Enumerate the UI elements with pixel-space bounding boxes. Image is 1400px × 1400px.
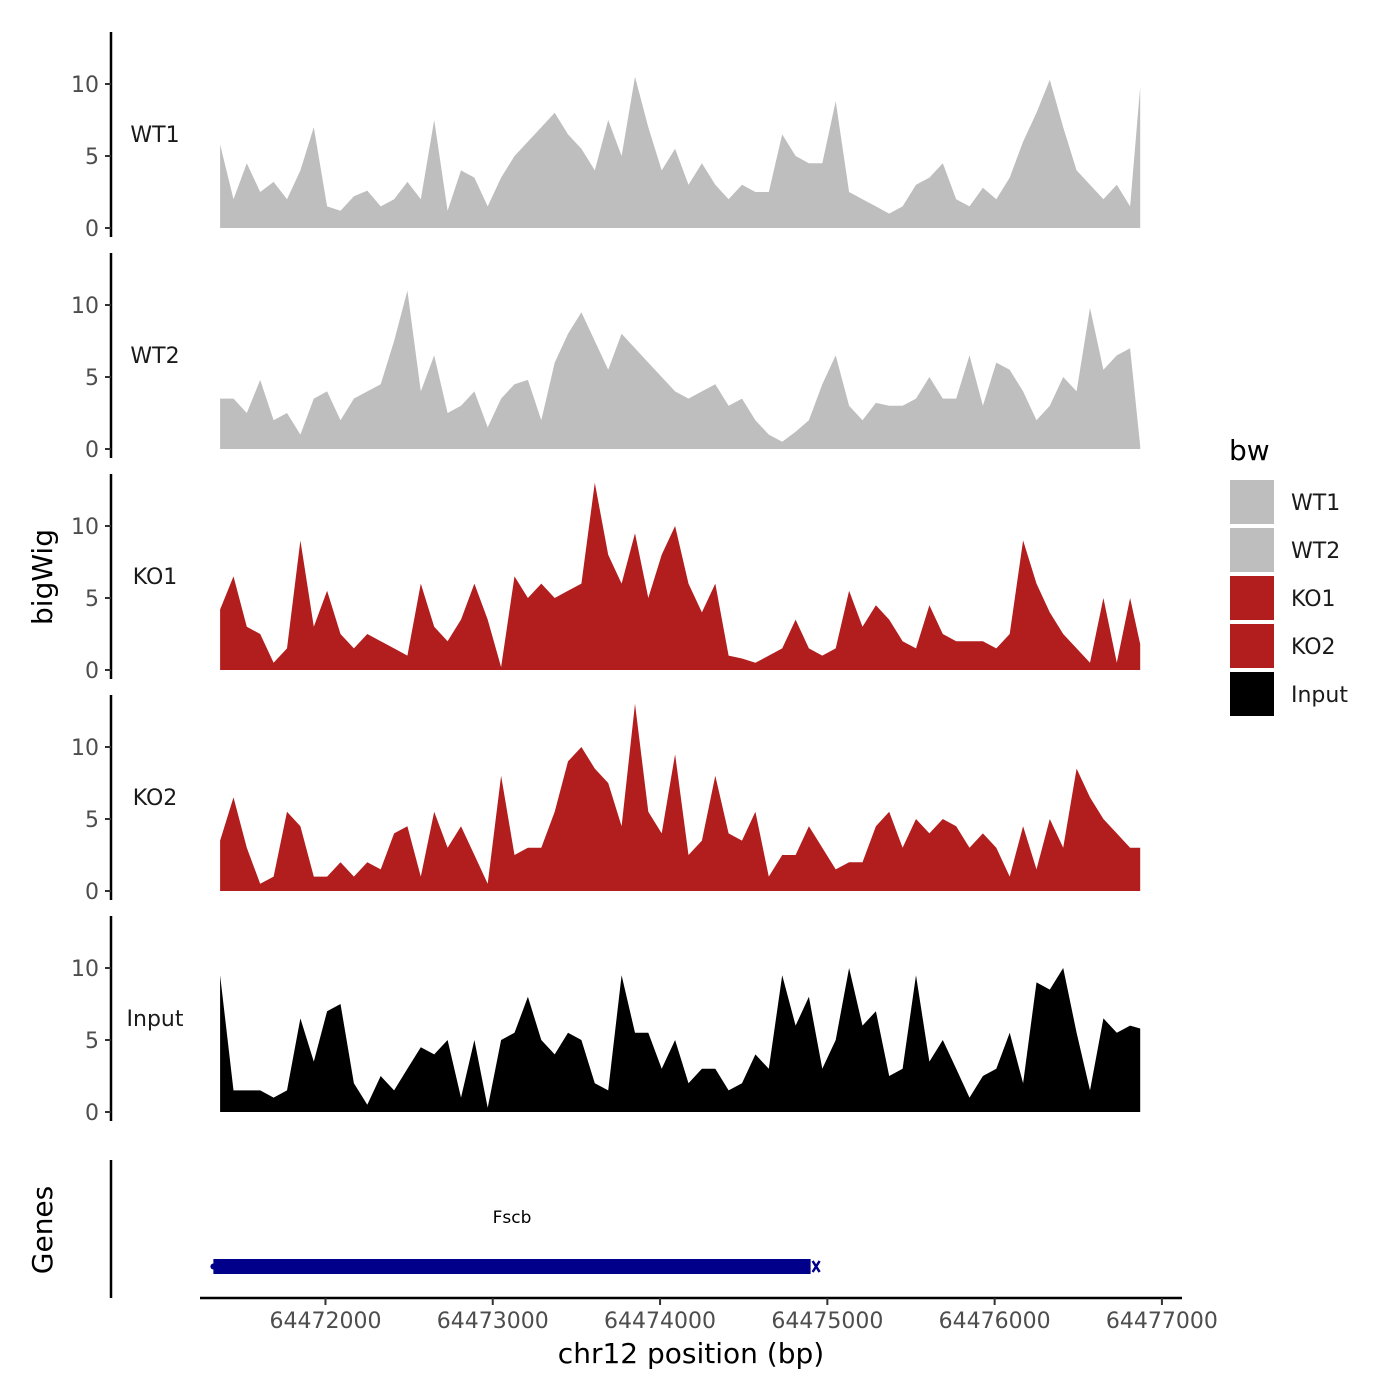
- legend-swatch-wt1: [1230, 480, 1274, 524]
- legend-item-wt1: WT1: [1230, 480, 1340, 524]
- legend-swatch-ko2: [1230, 624, 1274, 668]
- x-tick-label-64476000: 64476000: [939, 1309, 1051, 1334]
- gene-label-fscb: Fscb: [493, 1208, 532, 1228]
- legend-label-input: Input: [1291, 683, 1348, 708]
- y-tick-label-input-10: 10: [71, 957, 99, 982]
- x-tick-label-64472000: 64472000: [269, 1309, 381, 1334]
- x-axis: 64472000 64473000 64474000 64475000 64476000…: [200, 1296, 1218, 1370]
- y-tick-label-wt1-10: 10: [71, 73, 99, 98]
- y-axis-title: bigWig: [26, 529, 59, 625]
- x-tick-label-64477000: 64477000: [1106, 1309, 1218, 1334]
- y-tick-label-ko1-5: 5: [85, 587, 99, 612]
- y-tick-label-wt1-5: 5: [85, 145, 99, 170]
- legend-item-ko1: KO1: [1230, 576, 1336, 620]
- x-axis-ticks: 64472000 64473000 64474000 64475000 64476000…: [269, 1298, 1218, 1334]
- track-label-wt1: WT1: [130, 123, 179, 148]
- gene-body-fscb: [213, 1259, 811, 1274]
- gene-end-mark: [811, 1260, 821, 1273]
- area-ko1: [220, 482, 1141, 670]
- legend-title: bw: [1229, 434, 1270, 467]
- track-wt2: 0 5 10 WT2: [71, 253, 1141, 463]
- y-tick-label-wt2-0: 0: [85, 438, 99, 463]
- x-tick-label-64473000: 64473000: [437, 1309, 549, 1334]
- legend-item-ko2: KO2: [1230, 624, 1336, 668]
- area-ko2: [220, 703, 1141, 891]
- signal-tracks: 0 5 10 WT1 0 5 10 WT2 0 5 10 KO1 0 5 10 KO2 0 5 10 Input: [71, 32, 1141, 1126]
- legend-label-ko2: KO2: [1291, 635, 1336, 660]
- legend: bw WT1 WT2 KO1 KO2 Input: [1229, 434, 1348, 716]
- y-tick-label-wt2-10: 10: [71, 294, 99, 319]
- y-tick-label-ko2-0: 0: [85, 880, 99, 905]
- legend-swatch-ko1: [1230, 576, 1274, 620]
- y-tick-label-wt1-0: 0: [85, 217, 99, 242]
- legend-label-wt1: WT1: [1291, 491, 1340, 516]
- y-tick-label-ko1-10: 10: [71, 515, 99, 540]
- area-wt1: [220, 76, 1141, 228]
- y-tick-label-ko2-10: 10: [71, 736, 99, 761]
- legend-label-ko1: KO1: [1291, 587, 1336, 612]
- genes-panel: Genes Fscb: [26, 1160, 821, 1298]
- legend-swatch-wt2: [1230, 528, 1274, 572]
- track-wt1: 0 5 10 WT1: [71, 32, 1141, 242]
- y-tick-label-input-0: 0: [85, 1101, 99, 1126]
- gene-model-fscb: Fscb: [210, 1208, 821, 1274]
- legend-item-wt2: WT2: [1230, 528, 1340, 572]
- legend-swatch-input: [1230, 672, 1274, 716]
- legend-item-input: Input: [1230, 672, 1348, 716]
- y-tick-label-ko2-5: 5: [85, 808, 99, 833]
- track-ko1: 0 5 10 KO1: [71, 474, 1141, 684]
- area-wt2: [220, 290, 1141, 449]
- track-ko2: 0 5 10 KO2: [71, 695, 1141, 905]
- legend-label-wt2: WT2: [1291, 539, 1340, 564]
- y-tick-label-ko1-0: 0: [85, 659, 99, 684]
- x-axis-title: chr12 position (bp): [558, 1337, 824, 1370]
- y-tick-label-wt2-5: 5: [85, 366, 99, 391]
- legend-items: WT1 WT2 KO1 KO2 Input: [1230, 480, 1348, 716]
- track-label-input: Input: [127, 1007, 184, 1032]
- track-label-wt2: WT2: [130, 344, 179, 369]
- track-input: 0 5 10 Input: [71, 916, 1141, 1126]
- x-tick-label-64474000: 64474000: [604, 1309, 716, 1334]
- track-label-ko1: KO1: [133, 565, 178, 590]
- x-tick-label-64475000: 64475000: [771, 1309, 883, 1334]
- track-label-ko2: KO2: [133, 786, 178, 811]
- area-input: [220, 968, 1141, 1112]
- genes-axis-title: Genes: [26, 1186, 59, 1274]
- gene-start-mark: [210, 1263, 217, 1270]
- y-tick-label-input-5: 5: [85, 1029, 99, 1054]
